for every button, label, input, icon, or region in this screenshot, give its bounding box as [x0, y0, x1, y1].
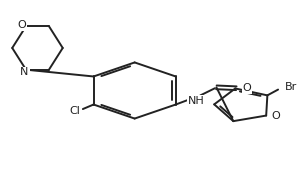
Text: O: O	[17, 20, 26, 30]
Text: O: O	[242, 83, 251, 93]
Text: N: N	[20, 67, 29, 77]
Text: NH: NH	[188, 96, 205, 106]
Text: Cl: Cl	[70, 106, 81, 116]
Text: O: O	[272, 111, 280, 121]
Text: Br: Br	[285, 82, 297, 92]
